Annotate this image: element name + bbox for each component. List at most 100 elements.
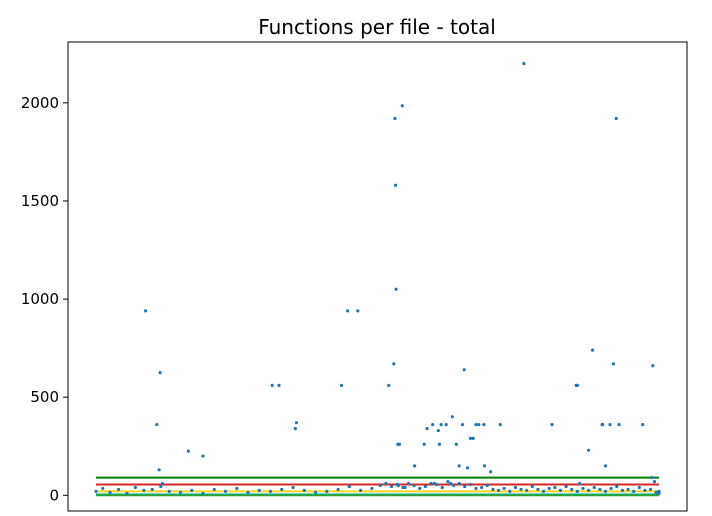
baseline-point: [474, 486, 478, 491]
data-point: [277, 383, 281, 388]
baseline-point: [235, 486, 239, 491]
baseline-point: [502, 486, 506, 491]
baseline-point: [581, 486, 585, 491]
data-point: [186, 449, 190, 453]
baseline-point: [406, 481, 411, 486]
baseline-point: [570, 487, 574, 492]
baseline-point: [401, 485, 405, 490]
baseline-point: [553, 485, 557, 490]
data-point: [482, 464, 487, 468]
data-point: [460, 423, 465, 427]
data-point: [444, 423, 448, 427]
y-tick-label: 500: [30, 388, 59, 406]
baseline-point: [268, 489, 273, 493]
data-point: [157, 468, 161, 472]
data-point: [400, 104, 404, 108]
y-axis: 0 500 1000 1500 2000: [21, 94, 68, 504]
data-point: [450, 415, 454, 419]
baseline-point: [536, 487, 540, 492]
baseline-point: [423, 484, 427, 489]
baseline-point: [519, 487, 523, 492]
data-point: [457, 464, 461, 468]
data-point: [462, 368, 466, 372]
baseline-point: [558, 488, 563, 492]
baseline-point: [440, 485, 444, 490]
baseline-point: [302, 488, 306, 492]
data-point: [393, 183, 398, 187]
data-point: [611, 362, 615, 366]
data-point: [201, 454, 205, 458]
baseline-point: [313, 490, 318, 494]
baseline-point: [513, 485, 518, 490]
baseline-point: [370, 486, 374, 491]
data-point: [465, 466, 470, 470]
baseline-point: [598, 487, 602, 492]
baseline-point: [359, 488, 363, 492]
data-point: [392, 362, 396, 366]
data-point: [650, 476, 654, 480]
baseline-point: [654, 490, 658, 494]
baseline-point: [257, 488, 261, 492]
baseline-point: [418, 486, 422, 491]
baseline-point: [325, 489, 329, 493]
data-point: [155, 423, 159, 427]
data-point: [160, 481, 165, 486]
y-tick-label: 1500: [21, 192, 59, 210]
data-point: [617, 423, 621, 427]
chart-title: Functions per file - total: [258, 15, 496, 39]
data-point: [397, 442, 402, 446]
baseline-point: [150, 487, 154, 492]
data-point: [590, 348, 595, 352]
baseline-point: [142, 488, 146, 492]
data-point: [454, 442, 458, 446]
data-point: [603, 464, 608, 468]
data-point: [498, 423, 502, 427]
baseline-point: [648, 487, 653, 492]
data-point: [578, 481, 582, 486]
baseline-point: [541, 489, 546, 493]
data-point: [614, 116, 618, 121]
baseline-point: [280, 487, 284, 492]
baseline-point: [446, 479, 450, 484]
data-point: [293, 426, 297, 431]
y-tick-label: 0: [49, 486, 59, 504]
data-point: [436, 428, 440, 433]
baseline-point: [246, 490, 250, 494]
data-point: [482, 423, 486, 427]
baseline-point: [485, 483, 489, 488]
data-point: [641, 423, 645, 427]
baseline-point: [643, 488, 647, 492]
data-point: [356, 309, 360, 313]
baseline-point: [615, 484, 619, 489]
data-point: [601, 423, 605, 427]
baseline-point: [412, 483, 416, 488]
baseline-point: [609, 486, 613, 491]
baseline-point: [159, 484, 163, 489]
baseline-point: [108, 490, 112, 494]
baseline-point: [167, 489, 171, 493]
data-point: [346, 309, 350, 313]
baseline-point: [125, 491, 129, 495]
baseline-point: [451, 483, 456, 488]
baseline-point: [463, 484, 467, 489]
data-point: [608, 423, 612, 427]
baseline-point: [223, 489, 228, 493]
data-point: [474, 423, 478, 427]
data-point: [437, 442, 442, 446]
baseline-point: [457, 481, 461, 486]
data-point: [270, 383, 274, 388]
data-point: [294, 421, 299, 425]
data-point: [550, 423, 554, 427]
baseline-point: [491, 487, 495, 492]
data-point: [413, 464, 417, 468]
baseline-point: [603, 489, 608, 493]
baseline-point: [530, 484, 534, 489]
baseline-point: [480, 485, 484, 490]
baseline-point: [190, 488, 194, 492]
baseline-point: [94, 489, 98, 493]
baseline-point: [592, 485, 596, 490]
data-point: [422, 442, 426, 446]
baseline-point: [389, 484, 394, 489]
data-point: [489, 470, 493, 474]
